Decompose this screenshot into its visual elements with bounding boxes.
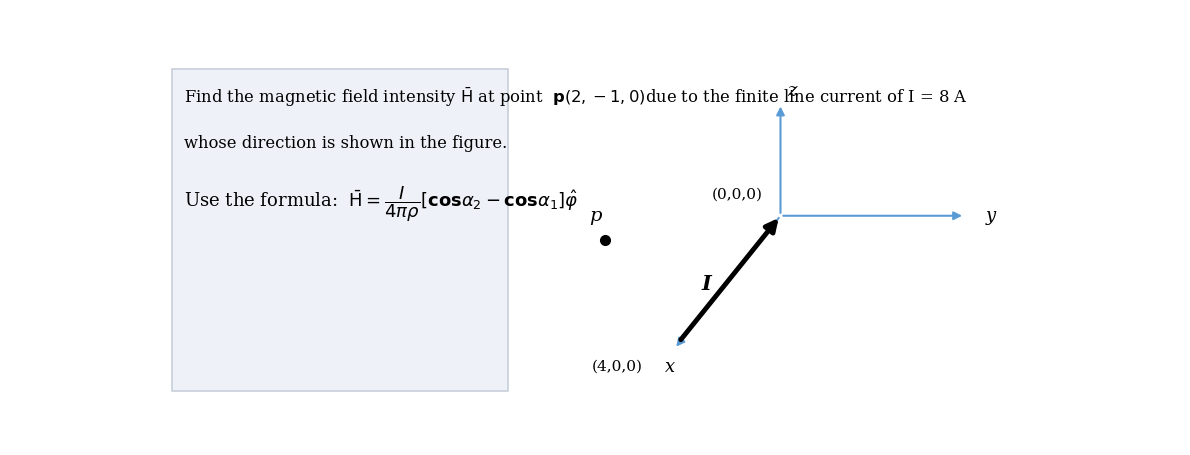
Text: x: x [665,358,675,376]
Text: Use the formula:  $\bar{\mathrm{H}} = \dfrac{I}{4\pi\rho}\left[\mathbf{cos}\alph: Use the formula: $\bar{\mathrm{H}} = \df… [183,184,578,224]
Text: z: z [787,82,796,100]
Text: y: y [985,207,995,225]
Text: I: I [702,274,712,294]
Text: p: p [589,207,601,225]
Text: (4,0,0): (4,0,0) [591,359,643,374]
FancyBboxPatch shape [171,69,508,391]
Text: (0,0,0): (0,0,0) [712,188,763,202]
Text: whose direction is shown in the figure.: whose direction is shown in the figure. [183,135,507,152]
Text: Find the magnetic field intensity $\bar{\mathrm{H}}$ at point  $\mathbf{p}(2,-1,: Find the magnetic field intensity $\bar{… [183,86,967,109]
